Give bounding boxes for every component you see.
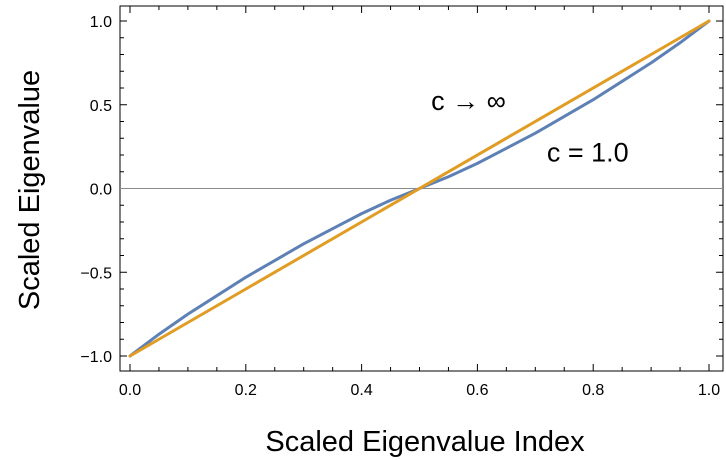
y-tick-label: 0.0 [90, 182, 112, 199]
y-axis-title: Scaled Eigenvalue [14, 70, 46, 310]
annotation-label: c → ∞ [431, 86, 506, 116]
annotations-layer: c → ∞ c = 1.0 [431, 86, 629, 168]
y-tick-label: 0.5 [90, 98, 112, 115]
x-tick-label: 0.2 [235, 382, 257, 399]
ticks-layer: 0.0 0.2 0.4 0.6 0.8 1.0 −1.0 −0.5 0.0 0.5 1.0 [80, 6, 723, 399]
annotation-label: c = 1.0 [547, 138, 629, 168]
x-tick-label: 0.8 [582, 382, 604, 399]
series-layer [128, 19, 711, 358]
x-axis-title: Scaled Eigenvalue Index [265, 426, 585, 458]
x-tick-label: 0.0 [119, 382, 141, 399]
x-tick-label: 0.4 [350, 382, 372, 399]
x-tick-label: 0.6 [466, 382, 488, 399]
y-tick-label: −0.5 [80, 265, 112, 282]
series-line-1 [128, 19, 711, 358]
x-tick-label: 1.0 [698, 382, 720, 399]
y-tick-label: 1.0 [90, 14, 112, 31]
y-tick-label: −1.0 [80, 349, 112, 366]
